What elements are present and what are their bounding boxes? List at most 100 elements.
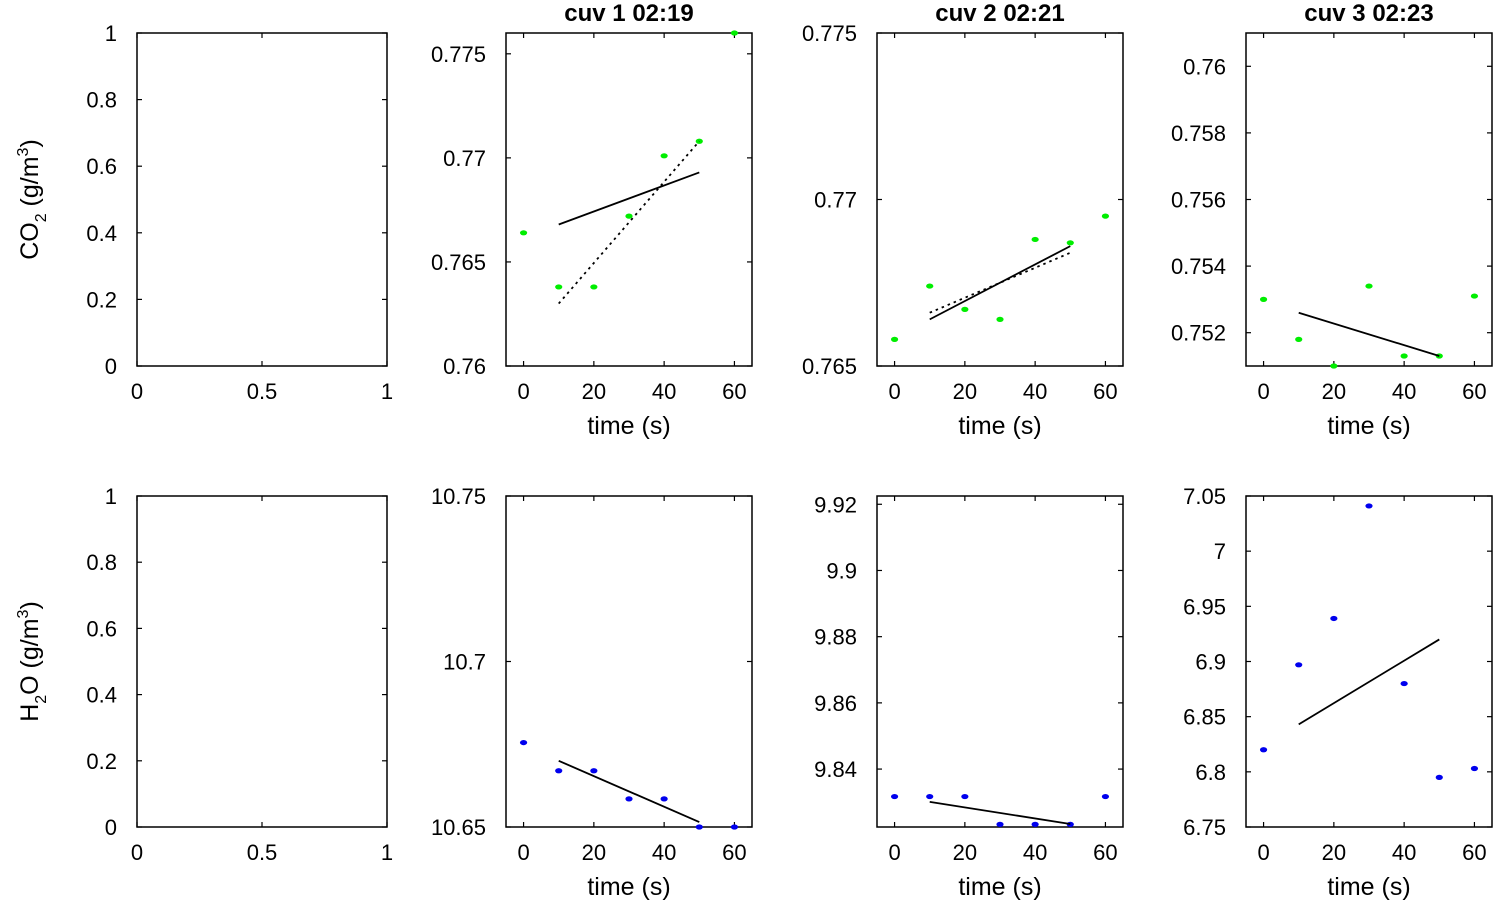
panel-6: 0 20 40 60 10.65 10.7 10.75 time (s) — [431, 484, 753, 900]
y-tick-label: 0.754 — [1171, 254, 1226, 279]
axes-frame — [876, 495, 1124, 828]
fit-line — [929, 245, 1071, 321]
x-tick-label: 0.5 — [247, 840, 278, 865]
data-point — [625, 213, 633, 219]
data-point — [890, 793, 899, 800]
y-tick-label: 0.77 — [443, 146, 486, 171]
y-axis-label-part: H — [16, 704, 44, 722]
panel-4: 0 20 40 60 0.752 0.754 0.756 0.758 0.76 cuv 3 02:… — [1171, 0, 1493, 440]
y-tick-label: 1 — [105, 21, 117, 46]
data-point — [625, 796, 633, 802]
y-tick-label: 6.85 — [1183, 705, 1226, 730]
panel-5: 0 0.5 1 0 0.2 0.4 0.6 0.8 1 H2O (g/m3) — [15, 484, 393, 865]
x-tick-label: 0 — [1257, 840, 1269, 865]
y-axis-label-part: 2 — [33, 213, 50, 222]
x-tick-label: 20 — [582, 840, 606, 865]
fit-line — [929, 800, 1071, 825]
axes-frame — [1245, 32, 1493, 367]
y-tick-label: 0.76 — [1183, 54, 1226, 79]
x-tick-label: 1 — [381, 379, 393, 404]
x-tick-label: 0.5 — [247, 379, 278, 404]
data-point — [1031, 236, 1039, 243]
y-tick-label: 0.6 — [86, 154, 117, 179]
y-axis-label-part: 3 — [15, 609, 32, 618]
data-point — [590, 768, 598, 774]
data-point — [1259, 296, 1268, 302]
y-tick-label: 9.9 — [826, 558, 857, 583]
y-tick-label: 0.775 — [431, 42, 486, 67]
fit-line — [558, 759, 700, 823]
x-tick-label: 60 — [722, 379, 746, 404]
panel-2: 0 20 40 60 0.76 0.765 0.77 0.775 cuv 1 02:19 time… — [431, 0, 753, 440]
y-tick-label: 0.8 — [86, 88, 117, 113]
y-tick-label: 9.88 — [814, 625, 857, 650]
x-tick-label: 60 — [1093, 379, 1117, 404]
panel-3: 0 20 40 60 0.765 0.77 0.775 cuv 2 02:21 time (s) — [802, 0, 1124, 440]
data-point — [890, 336, 899, 342]
y-tick-label: 0 — [105, 815, 117, 840]
y-tick-label: 6.95 — [1183, 594, 1226, 619]
data-point — [1330, 615, 1338, 622]
x-tick-label: 60 — [1462, 840, 1486, 865]
x-tick-label: 20 — [953, 840, 977, 865]
y-axis-label-part: (g/m — [16, 156, 44, 213]
x-tick-label: 40 — [1392, 379, 1416, 404]
x-tick-label: 0 — [131, 379, 143, 404]
panel-title: cuv 3 02:23 — [1304, 0, 1433, 27]
data-point — [1400, 353, 1408, 359]
x-axis-label: time (s) — [1327, 412, 1410, 440]
x-axis-label: time (s) — [587, 873, 670, 900]
data-point — [926, 283, 934, 289]
x-tick-label: 40 — [652, 379, 676, 404]
y-tick-label: 6.8 — [1195, 760, 1226, 785]
y-tick-label: 7 — [1214, 539, 1226, 564]
y-tick-label: 0.8 — [86, 550, 117, 575]
y-tick-label: 0.2 — [86, 287, 117, 312]
y-axis-label-part: CO — [16, 222, 44, 260]
x-tick-label: 60 — [1462, 379, 1486, 404]
y-axis-label: CO2 (g/m3) — [15, 139, 50, 260]
data-point — [695, 138, 703, 144]
data-point — [1330, 363, 1338, 369]
data-point — [1066, 240, 1074, 246]
data-point — [1365, 503, 1373, 509]
data-point — [1101, 213, 1110, 219]
axes-frame — [505, 495, 753, 828]
x-tick-label: 0 — [1257, 379, 1269, 404]
y-axis-label-part: ) — [16, 601, 44, 609]
data-point — [996, 821, 1004, 827]
y-tick-label: 9.92 — [814, 492, 857, 517]
fit-line — [1298, 638, 1440, 726]
data-point — [961, 306, 969, 312]
x-tick-label: 40 — [1023, 379, 1047, 404]
data-point — [1101, 793, 1110, 800]
x-tick-label: 1 — [381, 840, 393, 865]
x-tick-label: 40 — [1023, 840, 1047, 865]
data-point — [590, 284, 598, 290]
x-axis-label: time (s) — [587, 412, 670, 440]
y-tick-label: 10.7 — [443, 650, 486, 675]
x-tick-label: 0 — [517, 379, 529, 404]
axes-frame — [876, 32, 1124, 367]
data-point — [1295, 662, 1303, 668]
y-tick-label: 7.05 — [1183, 484, 1226, 509]
y-tick-label: 10.65 — [431, 815, 486, 840]
axes-frame — [1245, 495, 1493, 828]
y-tick-label: 0.775 — [802, 21, 857, 46]
y-axis-label-part: 3 — [15, 147, 32, 156]
y-tick-label: 0.765 — [431, 250, 486, 275]
y-tick-label: 0.4 — [86, 221, 117, 246]
data-point — [730, 30, 739, 36]
y-tick-label: 6.9 — [1195, 650, 1226, 675]
data-point — [730, 824, 739, 830]
y-tick-label: 9.86 — [814, 691, 857, 716]
data-point — [961, 793, 969, 800]
panel-8: 0 20 40 60 6.75 6.8 6.85 6.9 6.95 7 7.05 time (s) — [1183, 484, 1493, 900]
data-point — [695, 824, 703, 830]
y-tick-label: 0.77 — [814, 188, 857, 213]
data-point — [996, 316, 1004, 322]
x-tick-label: 40 — [1392, 840, 1416, 865]
axes-frame — [505, 32, 753, 367]
x-axis-label: time (s) — [1327, 873, 1410, 900]
